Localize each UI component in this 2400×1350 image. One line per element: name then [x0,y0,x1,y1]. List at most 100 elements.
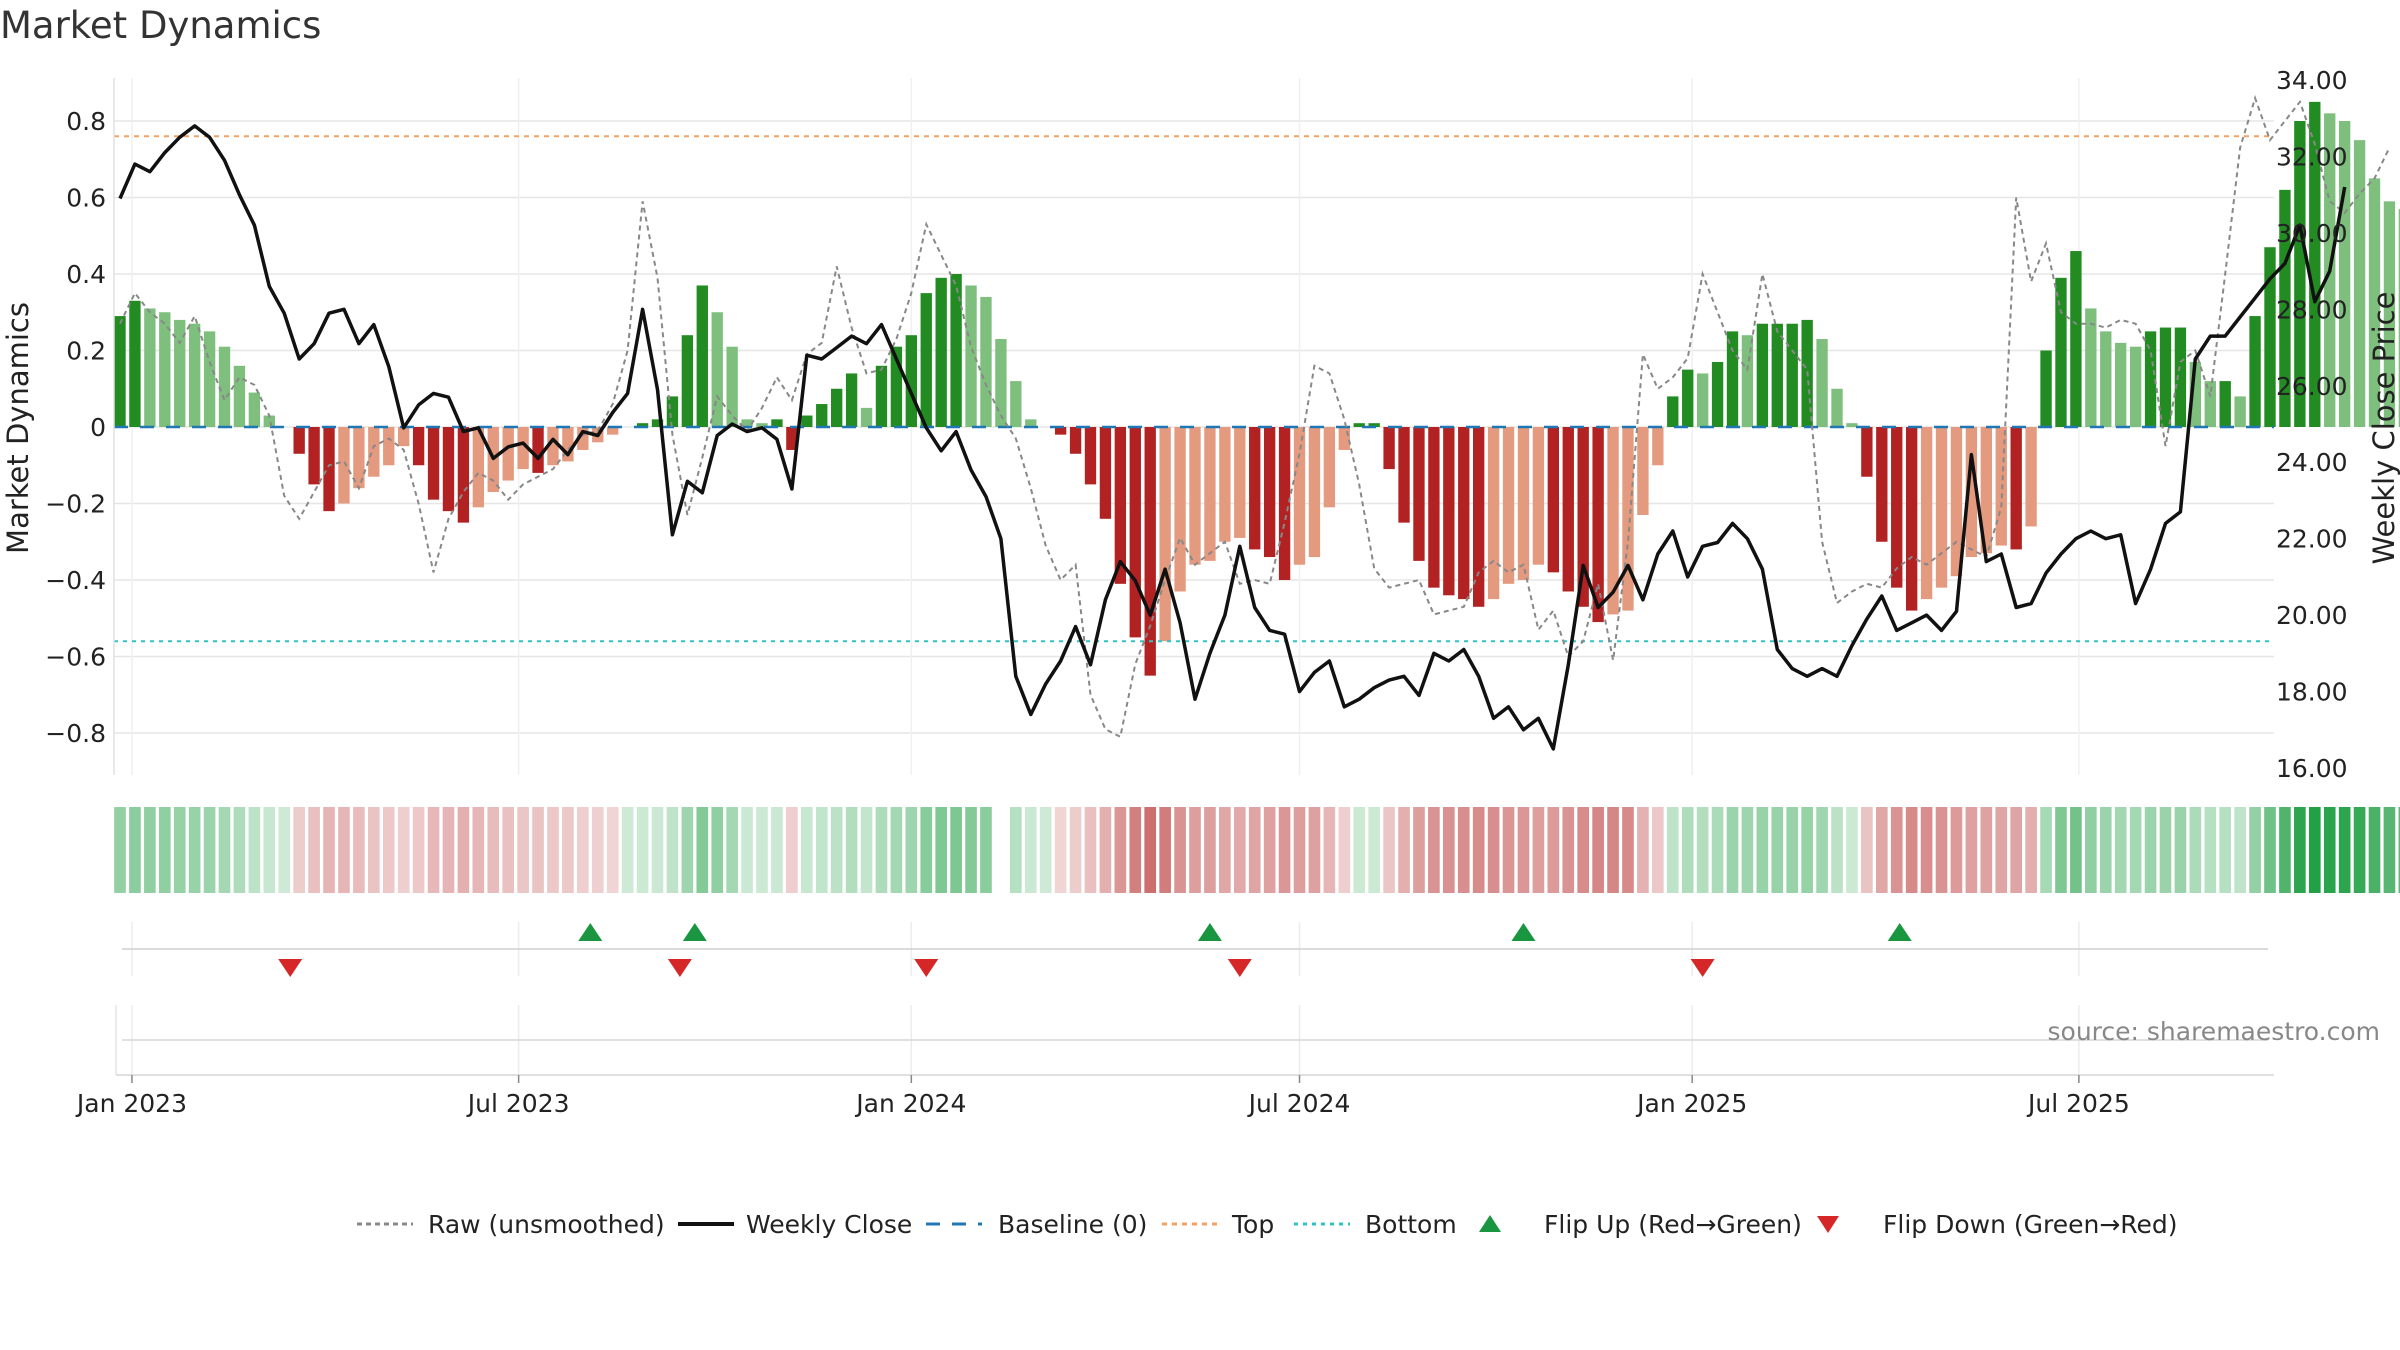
heat-cell [1069,807,1082,893]
momentum-bar [308,427,320,485]
heat-cell [2189,807,2202,893]
momentum-bar [845,373,858,427]
heat-cell [1278,807,1291,893]
y-right-tick-label: 18.00 [2276,678,2348,707]
heat-cell [487,807,500,893]
momentum-bar [502,427,514,481]
heat-cell [188,807,201,893]
momentum-bar [1502,427,1515,584]
x-tick-label: Jan 2025 [1635,1089,1747,1118]
momentum-bar [2353,140,2366,427]
heat-cell [532,807,544,893]
weekly-close-line [118,124,2347,751]
x-tick-label: Jul 2024 [1247,1089,1351,1118]
heat-cell [233,807,246,893]
heat-cell [1129,807,1142,893]
heat-cell [1562,807,1575,893]
x-tick-label: Jan 2024 [854,1089,966,1118]
momentum-bar [801,415,813,427]
heat-cell [562,807,574,893]
flip-up-marker [1511,923,1536,941]
legend: Raw (unsmoothed) Weekly Close Baseline (0)… [357,1210,2178,1239]
legend-flip-up-marker [1479,1215,1501,1232]
legend-label: Weekly Close [746,1210,912,1239]
y-right-tick-label: 30.00 [2276,219,2348,248]
momentum-bar [1935,427,1948,588]
momentum-bar [965,285,977,427]
momentum-bar [323,427,335,512]
momentum-bar [1652,427,1664,466]
heat-cell [2249,807,2261,893]
heat-cell [1696,807,1709,893]
momentum-bar [218,346,231,427]
y-right-tick-label: 20.00 [2276,601,2348,630]
heat-cell [367,807,380,893]
heat-cell [1428,807,1440,893]
x-tick-label: Jan 2023 [75,1089,187,1118]
momentum-bar [2204,381,2216,427]
momentum-bar [786,427,798,450]
heat-cell [1965,807,1978,893]
heat-cell [711,807,724,893]
heat-cell [1756,807,1769,893]
heat-cell [2323,807,2336,893]
momentum-bar [577,427,589,450]
heat-cell [800,807,813,893]
momentum-bar [1517,427,1530,580]
momentum-bar [681,335,694,427]
y-right-tick-label: 34.00 [2276,66,2348,95]
heat-cell [606,807,619,893]
heat-cell [502,807,515,893]
heat-cell [2174,807,2187,893]
reference-lines-layer [114,135,2274,643]
momentum-bar [2085,308,2097,427]
heat-cell [651,807,664,893]
heat-cell [457,807,470,893]
momentum-bar [1174,427,1186,592]
momentum-bar [427,427,440,500]
heat-cell [1383,807,1395,893]
momentum-bar [1338,427,1350,450]
legend-label: Raw (unsmoothed) [428,1210,665,1239]
heat-cell [427,807,440,893]
raw-series-line [119,94,2391,739]
heat-cell [1711,807,1724,893]
heat-cell [2338,807,2351,893]
heat-cell [771,807,783,893]
momentum-bar [293,427,305,454]
flip-down-marker [914,959,939,977]
momentum-bar [442,427,455,512]
heat-cell [1338,807,1351,893]
heat-cell [2144,807,2157,893]
heat-cell [890,807,903,893]
heat-cell [1368,807,1380,893]
heat-cell [696,807,709,893]
legend-label: Flip Up (Red→Green) [1544,1210,1802,1239]
heat-cell [980,807,992,893]
momentum-bar [2144,331,2157,427]
momentum-bar [2129,346,2142,427]
momentum-bar [1129,427,1141,638]
heat-cell [517,807,529,893]
momentum-bar [532,427,544,473]
momentum-bar [1965,427,1978,558]
heat-cell [920,807,933,893]
y-right-tick-label: 22.00 [2276,525,2348,554]
momentum-bar [1487,427,1500,600]
momentum-bar [1383,427,1395,470]
heat-cell [1846,807,1858,893]
legend-flip-down-marker [1817,1216,1839,1233]
heat-cell [2010,807,2023,893]
heat-cell [1099,807,1112,893]
momentum-bar [174,319,186,427]
heat-cell [144,807,156,893]
momentum-bar [188,323,201,427]
x-tick-label: Jul 2023 [466,1089,570,1118]
momentum-bar [383,427,395,466]
source-label: source: sharemaestro.com [2048,1017,2381,1046]
momentum-bar [1219,427,1231,542]
momentum-bar [726,346,738,427]
momentum-bar [2055,277,2067,427]
momentum-bar [2338,121,2351,427]
momentum-bar [203,331,216,427]
